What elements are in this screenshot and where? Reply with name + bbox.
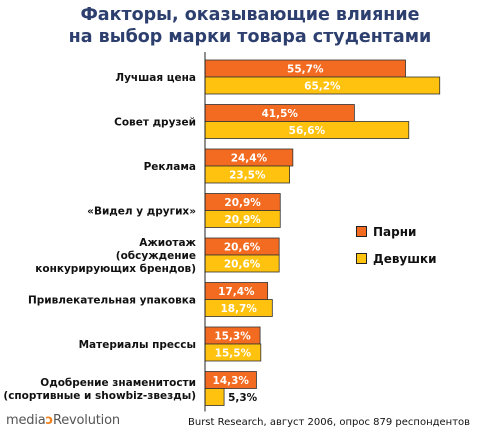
category-label-4-0: Ажиотаж (139, 237, 196, 249)
value-label-girls-3: 20,9% (224, 214, 261, 226)
bar-girls-7 (204, 388, 225, 406)
legend-item-boys: Парни (356, 225, 416, 239)
legend-item-girls: Девушки (356, 252, 437, 266)
value-label-girls-2: 23,5% (229, 170, 266, 182)
category-label-2-0: Реклама (144, 161, 196, 173)
value-label-girls-7: 5,3% (228, 392, 258, 404)
value-label-girls-1: 56,6% (289, 125, 326, 137)
category-labels-group: Лучшая цена Совет друзей Реклама «Видел у д… (3, 72, 196, 402)
value-label-boys-7: 14,3% (213, 375, 250, 387)
value-label-boys-2: 24,4% (231, 153, 268, 165)
value-label-girls-5: 18,7% (220, 303, 257, 315)
category-label-3-0: «Видел у других» (87, 206, 196, 218)
legend-swatch-boys (356, 226, 367, 237)
logo-revolution: Revolution (53, 413, 120, 428)
category-label-7-1: (спортивные и showbiz-звезды) (3, 390, 196, 402)
title-line-2: на выбор марки товара студентами (68, 27, 432, 47)
legend-swatch-girls (356, 253, 367, 264)
logo-media: media (6, 413, 46, 428)
value-label-girls-6: 15,5% (215, 348, 252, 360)
category-label-7-0: Одобрение знаменитости (40, 377, 196, 389)
legend-label-boys: Парни (373, 225, 417, 239)
value-label-girls-4: 20,6% (224, 259, 261, 271)
value-label-boys-5: 17,4% (218, 286, 255, 298)
value-label-boys-6: 15,3% (214, 331, 251, 343)
category-label-4-2: конкурирующих брендов) (35, 263, 196, 275)
category-label-0-0: Лучшая цена (115, 72, 196, 84)
mediarevolution-logo: mediaↄRevolution (6, 413, 120, 428)
source-note: Burst Research, август 2006, опрос 879 р… (188, 417, 471, 428)
category-label-4-1: (обсуждение (116, 250, 196, 262)
category-label-6-0: Материалы прессы (79, 339, 196, 351)
value-label-boys-3: 20,9% (224, 197, 261, 209)
legend-label-girls: Девушки (373, 252, 437, 266)
title-line-1: Факторы, оказывающие влияние (80, 5, 420, 25)
logo-swirl: ↄ (45, 413, 54, 428)
chart-title: Факторы, оказывающие влияние на выбор ма… (0, 4, 500, 48)
value-label-boys-4: 20,6% (224, 242, 261, 254)
category-label-5-0: Привлекательная упаковка (28, 295, 196, 307)
value-label-boys-0: 55,7% (287, 64, 324, 76)
value-labels-group: 55,7% 65,2% 41,5% 56,6% 24,4% 23,5% 20,9% 20,9%… (213, 64, 342, 405)
category-label-1-0: Совет друзей (114, 117, 196, 129)
bars-group (204, 59, 441, 406)
value-label-girls-0: 65,2% (304, 81, 341, 93)
value-label-boys-1: 41,5% (261, 108, 298, 120)
